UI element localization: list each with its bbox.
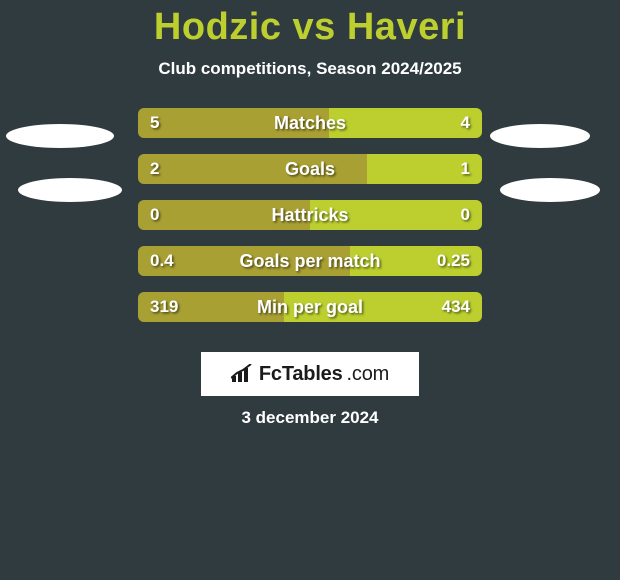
stat-row: 00Hattricks	[138, 200, 482, 230]
stat-label: Goals per match	[138, 246, 482, 276]
stat-label: Goals	[138, 154, 482, 184]
stat-row: 21Goals	[138, 154, 482, 184]
stat-row: 319434Min per goal	[138, 292, 482, 322]
avatar-placeholder-left-2	[18, 178, 122, 202]
comparison-card: Hodzic vs Haveri Club competitions, Seas…	[0, 0, 620, 580]
chart-bars-icon	[231, 364, 255, 384]
page-title: Hodzic vs Haveri	[0, 0, 620, 49]
footer-date: 3 december 2024	[0, 408, 620, 428]
avatar-placeholder-right-1	[490, 124, 590, 148]
stat-label: Matches	[138, 108, 482, 138]
avatar-placeholder-left-1	[6, 124, 114, 148]
brand-badge: FcTables.com	[201, 352, 419, 396]
brand-text-light: .com	[347, 363, 390, 386]
stat-label: Hattricks	[138, 200, 482, 230]
stat-row: 0.40.25Goals per match	[138, 246, 482, 276]
stat-row: 54Matches	[138, 108, 482, 138]
brand-text-strong: FcTables	[259, 363, 343, 386]
avatar-placeholder-right-2	[500, 178, 600, 202]
comparison-chart: 54Matches 21Goals 00Hattricks 0.40.25Goals …	[138, 108, 482, 338]
stat-label: Min per goal	[138, 292, 482, 322]
page-subtitle: Club competitions, Season 2024/2025	[0, 59, 620, 79]
